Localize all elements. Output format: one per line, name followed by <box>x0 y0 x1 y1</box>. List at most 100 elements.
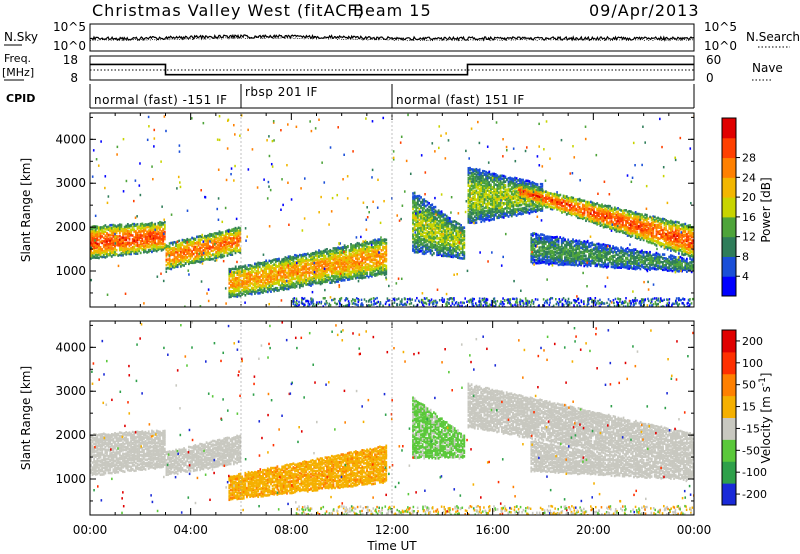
power-cell <box>473 178 476 182</box>
power-cell <box>593 202 595 205</box>
power-cell <box>370 271 373 275</box>
power-cell <box>418 230 421 233</box>
power-cell <box>159 235 161 238</box>
power-cell <box>526 182 529 186</box>
power-cell <box>186 246 189 250</box>
power-cell <box>204 255 206 258</box>
power-cell <box>559 200 562 204</box>
power-cell <box>330 264 333 268</box>
power-cell <box>567 209 570 212</box>
power-cell <box>239 284 242 287</box>
power-cell <box>126 233 129 237</box>
power-cell <box>191 240 194 244</box>
power-cell <box>303 278 306 282</box>
power-cell <box>486 206 489 209</box>
power-cell <box>215 237 218 240</box>
power-cell <box>316 276 319 279</box>
power-cell <box>442 224 445 228</box>
power-cell <box>346 261 349 264</box>
power-cell <box>255 285 258 289</box>
power-cell <box>413 237 416 241</box>
power-cell <box>615 207 618 211</box>
power-cell <box>473 181 476 184</box>
power-cell <box>351 264 354 268</box>
station-title: Christmas Valley West (fitACF) <box>92 1 365 20</box>
power-cell <box>179 253 182 257</box>
power-cell <box>450 245 453 248</box>
power-cell <box>615 223 618 226</box>
power-cell <box>362 266 365 269</box>
power-cell <box>378 240 381 244</box>
power-cell <box>483 186 486 189</box>
power-cell <box>413 233 416 237</box>
power-cell <box>578 199 581 203</box>
power-cell <box>268 271 271 275</box>
power-cell <box>337 265 340 268</box>
power-cell <box>615 230 618 233</box>
power-cell <box>284 260 287 264</box>
power-cell <box>601 219 603 223</box>
power-cell <box>469 175 471 179</box>
power-cell <box>226 248 229 251</box>
power-cell <box>504 198 507 202</box>
power-cell <box>273 273 276 276</box>
power-cell <box>104 239 107 243</box>
power-cell <box>332 268 335 272</box>
power-cell <box>440 221 443 224</box>
power-cell <box>548 199 551 202</box>
power-cell <box>554 200 557 203</box>
power-cell <box>279 286 282 290</box>
power-cell <box>415 228 418 232</box>
power-cell <box>313 269 316 272</box>
power-cell <box>467 214 470 218</box>
power-cell <box>510 180 513 183</box>
power-cell <box>295 276 298 280</box>
power-cell <box>370 253 373 257</box>
power-cell <box>216 246 219 250</box>
power-cell <box>202 253 205 257</box>
power-cell <box>423 216 426 220</box>
power-cell <box>609 211 611 215</box>
power-cell <box>418 211 421 215</box>
power-cell <box>385 241 388 245</box>
power-cell <box>345 268 348 272</box>
power-cell <box>364 253 367 257</box>
power-cell <box>517 201 520 205</box>
power-cell <box>338 261 341 264</box>
power-cell <box>418 240 421 243</box>
power-cell <box>318 281 320 285</box>
power-cell <box>228 289 231 293</box>
power-cell <box>297 269 300 273</box>
power-cell <box>249 264 252 267</box>
power-cell <box>343 268 346 272</box>
power-cell <box>197 249 200 252</box>
power-cell <box>175 265 177 268</box>
power-cell <box>143 230 145 234</box>
power-cell <box>531 202 534 206</box>
power-cell <box>213 238 216 242</box>
power-cell <box>557 198 560 201</box>
power-cell <box>618 208 621 211</box>
power-cell <box>481 179 484 183</box>
power-cell <box>358 244 360 247</box>
power-cell <box>472 195 475 199</box>
power-cell <box>585 216 587 220</box>
power-cell <box>418 248 421 251</box>
noise-right-tick-bottom: 10^0 <box>704 39 737 53</box>
power-cell <box>416 214 419 218</box>
power-cell <box>120 252 123 255</box>
power-cell <box>634 228 637 231</box>
power-cell <box>413 223 416 226</box>
power-cell <box>519 196 522 199</box>
power-cell <box>176 246 179 250</box>
power-cell <box>615 221 618 225</box>
power-cell <box>538 195 541 199</box>
power-cell <box>265 273 268 277</box>
power-cell <box>361 248 364 251</box>
power-cell <box>324 248 327 252</box>
power-cell <box>612 227 615 230</box>
power-cell <box>199 242 202 246</box>
power-cell <box>428 236 430 239</box>
power-cell <box>378 247 381 250</box>
power-cell <box>228 272 231 276</box>
